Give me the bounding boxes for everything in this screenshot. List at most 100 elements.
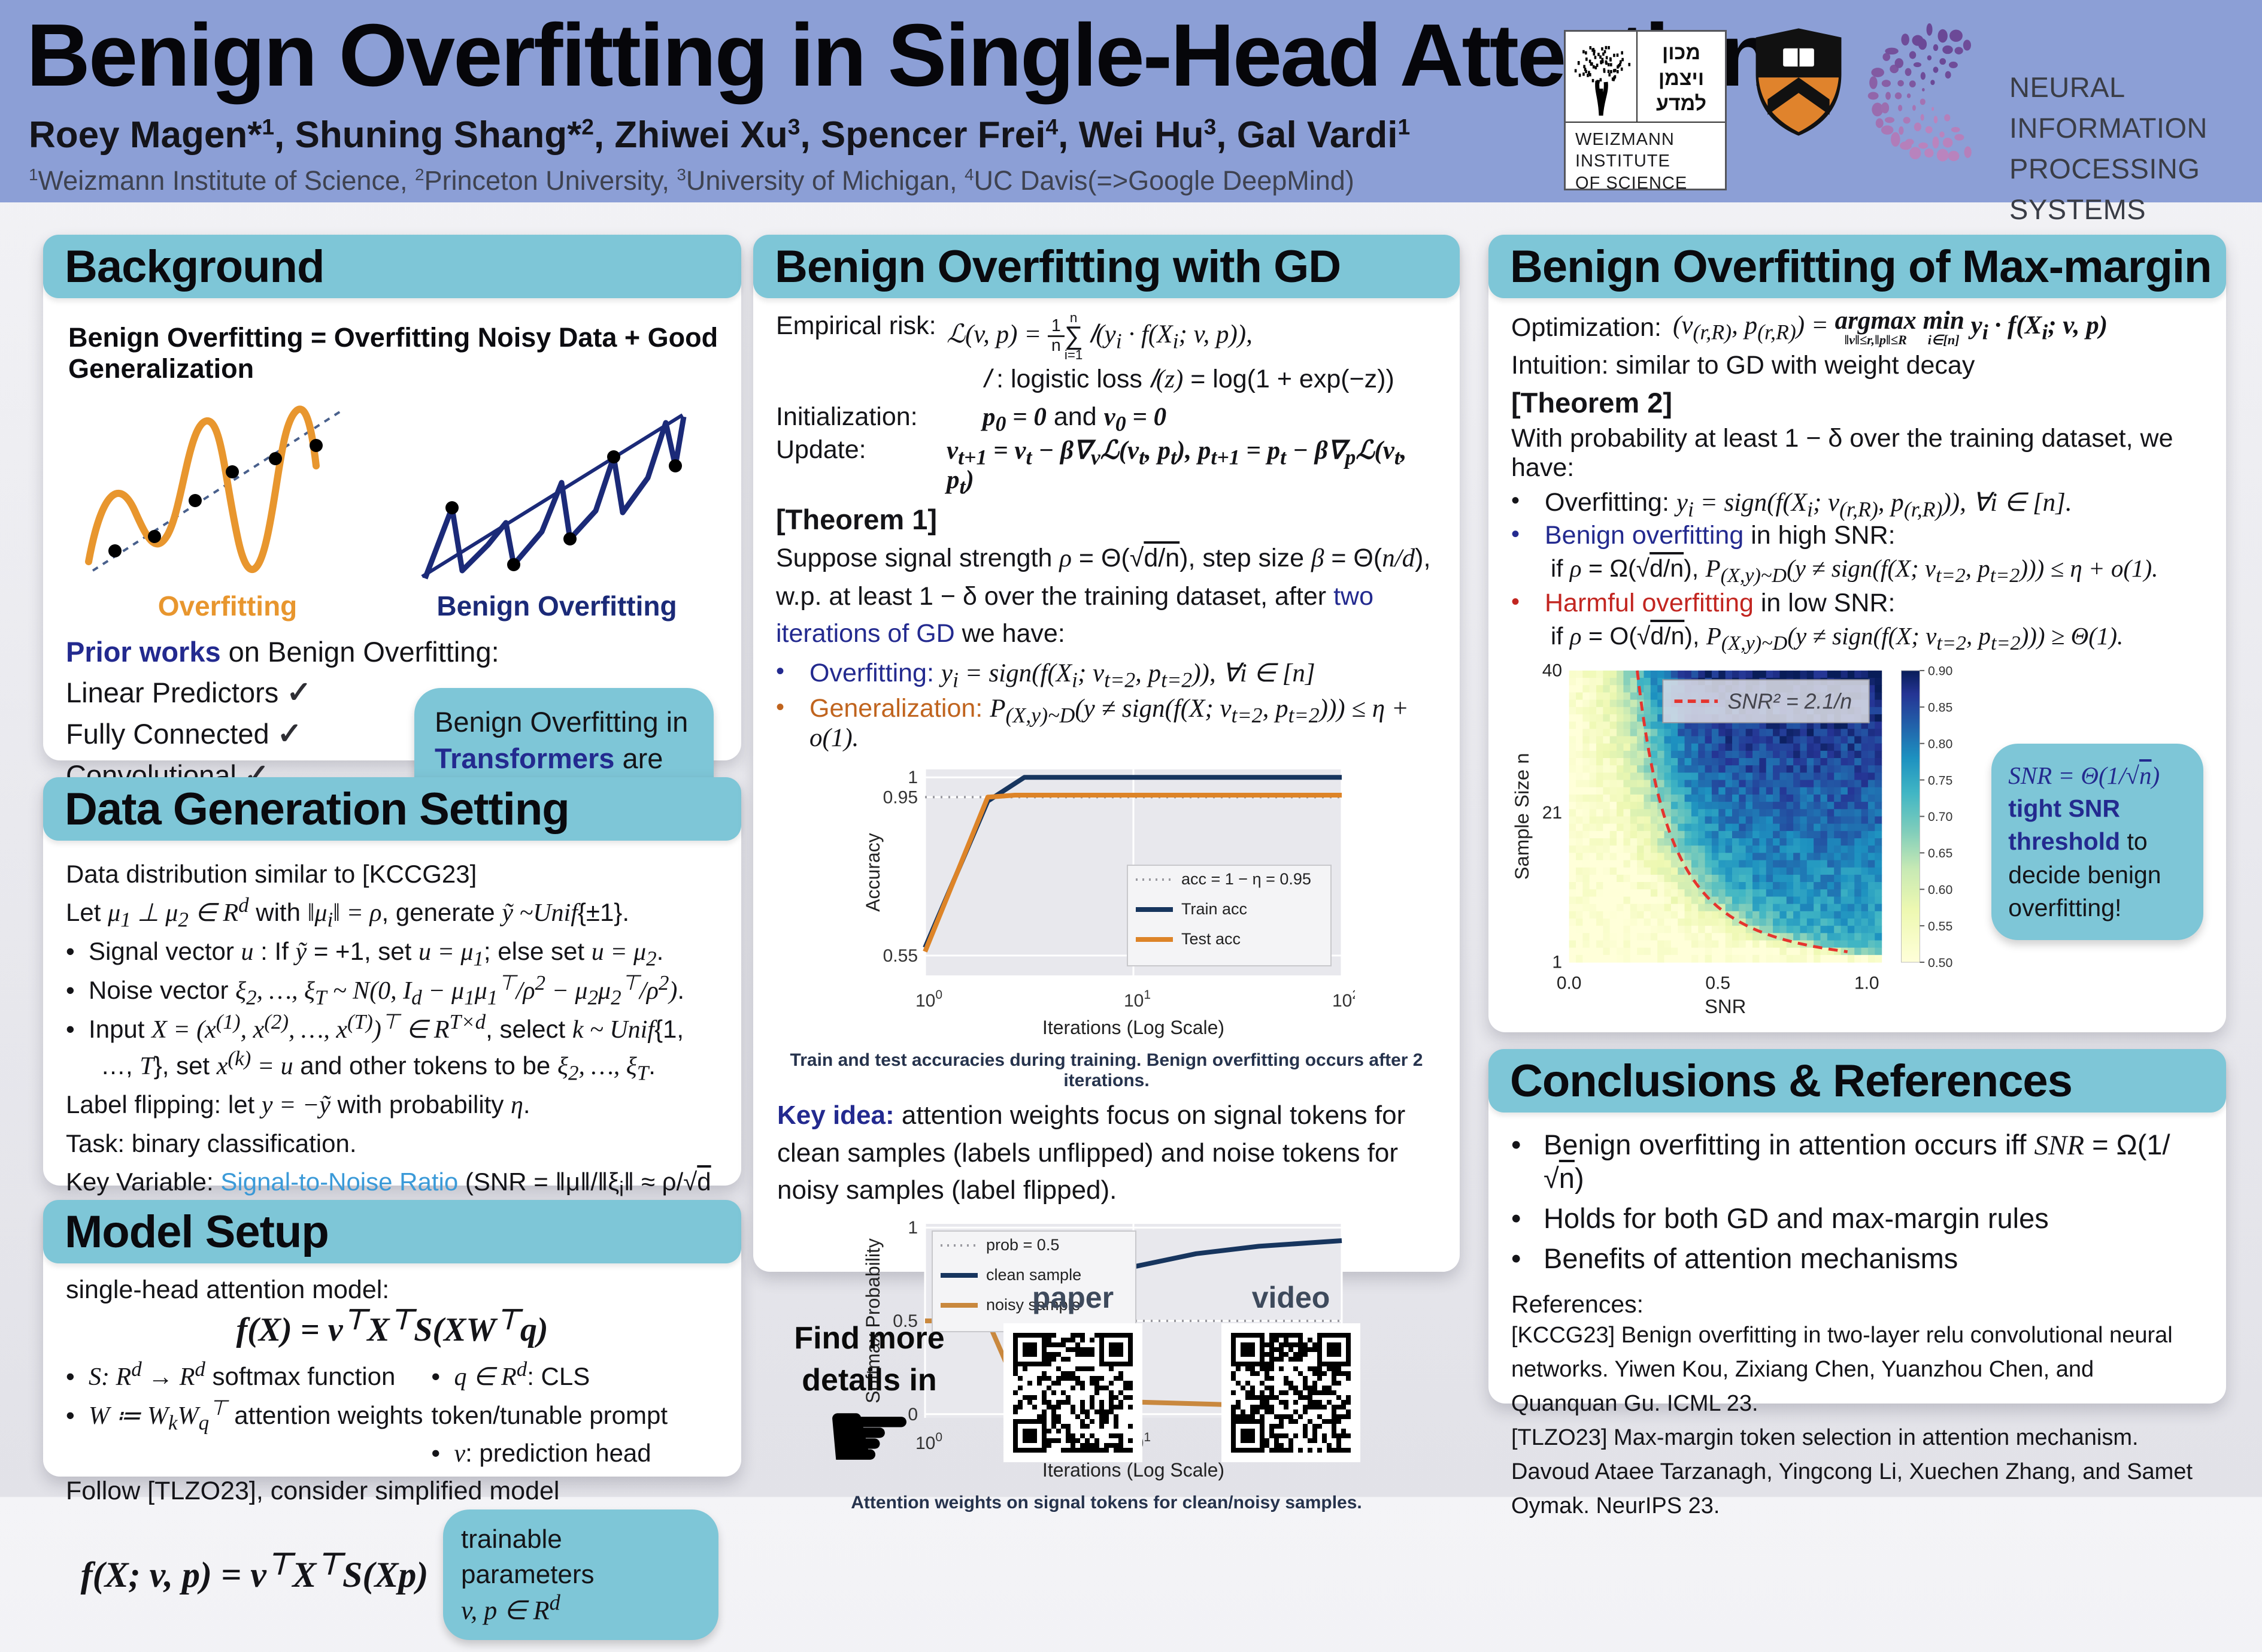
svg-text:0.50: 0.50: [1928, 956, 1952, 970]
svg-text:0.5: 0.5: [893, 1311, 918, 1331]
snr-sample-size-heatmap: SNR² = 2.1/n 0.0 0.5 1.0 1 21 40 SNR Sample Size…: [1511, 661, 1952, 1018]
reference-kccg23: [KCCG23] Benign overfitting in two-layer…: [1511, 1323, 2173, 1416]
optimization-label: Optimization:: [1511, 313, 1661, 342]
max-margin-header: Benign Overfitting of Max-margin: [1488, 235, 2226, 298]
svg-text:0.70: 0.70: [1928, 810, 1952, 824]
svg-text:SNR² = 2.1/n: SNR² = 2.1/n: [1728, 690, 1852, 714]
data-gen-line: Label flipping: let y = −ỹ with probabil…: [66, 1090, 530, 1120]
softmax-bullet: • S: Rd → Rd softmax function: [66, 1357, 396, 1391]
max-margin-card: Benign Overfitting of Max-margin Optimiz…: [1488, 235, 2226, 1032]
key-idea: Key idea: attention weights focus on sig…: [777, 1101, 1406, 1205]
svg-text:1: 1: [1552, 953, 1562, 972]
data-generation-card: Data Generation Setting Data distributio…: [43, 777, 741, 1307]
svg-text:1: 1: [908, 1218, 918, 1238]
weizmann-name: WEIZMANN INSTITUTE OF SCIENCE: [1575, 130, 1688, 193]
benign-overfitting-label: Benign Overfitting: [436, 590, 677, 622]
optimization-formula: (v(r,R), p(r,R)) = argmax ‖v‖≤r,‖p‖≤R min…: [1673, 307, 2108, 347]
theorem1-overfitting-bullet: Overfitting: yi = sign(f(Xi; vt=2, pt=2)…: [809, 659, 1315, 692]
paper-qr-code: [1003, 1323, 1142, 1462]
theorem1-generalization-bullet: Generalization: P(X,y)~D(y ≠ sign(f(X; v…: [809, 694, 1409, 753]
video-qr-label: video: [1251, 1281, 1330, 1314]
svg-text:0.90: 0.90: [1928, 664, 1952, 678]
weizmann-tree-icon: [1574, 32, 1638, 122]
harmful-condition: if ρ = O(√d/n), P(X,y)~D(y ≠ sign(f(X; v…: [1551, 622, 2124, 655]
data-gen-line: Data distribution similar to [KCCG23]: [66, 860, 477, 888]
references-label: References:: [1511, 1290, 1644, 1318]
model-setup-header: Model Setup: [43, 1200, 741, 1263]
gd-card: Benign Overfitting with GD Empirical ris…: [753, 235, 1460, 1512]
cls-token-bullet: • q ∈ Rd: CLS token/tunable prompt: [431, 1357, 668, 1429]
data-gen-line: Key Variable: Signal-to-Noise Ratio (SNR…: [66, 1168, 711, 1232]
theorem1-heading: [Theorem 1]: [776, 504, 937, 536]
theorem2-overfitting-bullet: Overfitting: yi = sign(f(Xi; v(r,R), p(r…: [1545, 488, 2072, 522]
paper-qr-block: paper: [1003, 1280, 1142, 1465]
data-gen-line: • Noise vector ξ2, …, ξT ~ N(0, Id − μ1μ…: [66, 971, 685, 1010]
overfitting-label: Overfitting: [157, 590, 298, 622]
weizmann-hebrew: מכון ויצמן למדע: [1655, 41, 1707, 115]
svg-text:prob = 0.5: prob = 0.5: [986, 1236, 1059, 1254]
empirical-risk-label: Empirical risk:: [776, 311, 936, 340]
theorem2-benign-bullet: Benign overfitting in high SNR:: [1545, 521, 1896, 550]
svg-text:SNR: SNR: [1705, 995, 1746, 1017]
conclusion-snr: Benign overfitting in attention occurs i…: [1544, 1129, 2170, 1194]
attention-weights-bullet: • W ≔ WkWq⊤ attention weights: [66, 1396, 423, 1435]
neurips-wordmark: NEURAL INFORMATION PROCESSING SYSTEMS: [2009, 71, 2208, 226]
snr-threshold-bubble: SNR = Θ(1/√n) tight SNR threshold to deci…: [1991, 743, 2203, 941]
intuition-line: Intuition: similar to GD with weight dec…: [1511, 351, 1975, 380]
svg-text:Train acc: Train acc: [1181, 900, 1247, 918]
svg-text:Accuracy: Accuracy: [862, 833, 884, 913]
data-gen-line: Let μ1 ⊥ μ2 ∈ Rd with ‖μi‖ = ρ, generate…: [66, 893, 630, 932]
theorem2-heading: [Theorem 2]: [1511, 387, 1672, 419]
train-test-accuracy-chart: 100 101 102 0.55 0.951 Iterations (Log Scale)…: [862, 768, 1359, 1039]
svg-text:clean sample: clean sample: [986, 1266, 1081, 1284]
svg-text:100: 100: [915, 988, 942, 1011]
check-icon: ✓: [286, 675, 312, 709]
svg-text:acc = 1 − η = 0.95: acc = 1 − η = 0.95: [1181, 870, 1311, 888]
theorem1-intro: Suppose signal strength ρ = Θ(√d/n), ste…: [776, 544, 1431, 648]
logistic-loss-formula: 𝑙 : logistic loss 𝑙(z) = log(1 + exp(−z)…: [983, 365, 1394, 394]
conclusion-rules: Holds for both GD and max-margin rules: [1544, 1202, 2049, 1234]
svg-text:0.5: 0.5: [1705, 974, 1730, 993]
svg-text:Sample Size n: Sample Size n: [1511, 753, 1533, 880]
data-gen-line: • Input X = (x(1), x(2), …, x(T))⊤ ∈ RT×…: [66, 1010, 684, 1085]
weizmann-logo: מכון ויצמן למדע WEIZMANN INSTITUTE OF SC…: [1564, 30, 1727, 193]
data-gen-line: Task: binary classification.: [66, 1129, 357, 1158]
video-qr-block: video: [1221, 1280, 1360, 1465]
svg-text:0.55: 0.55: [883, 946, 918, 966]
trainable-parameters-bubble: trainable parameters v, p ∈ Rd: [443, 1509, 718, 1641]
svg-text:0.0: 0.0: [1557, 974, 1582, 993]
paper-qr-label: paper: [1032, 1281, 1114, 1314]
pointing-hand-icon: ☛: [823, 1380, 915, 1493]
theorem2-harmful-bullet: Harmful overfitting in low SNR:: [1545, 589, 1896, 618]
svg-text:0: 0: [908, 1405, 918, 1424]
check-icon: ✓: [277, 716, 302, 750]
svg-text:102: 102: [1332, 988, 1355, 1011]
benign-condition: if ρ = Ω(√d/n), P(X,y)~D(y ≠ sign(f(X; v…: [1551, 554, 2158, 587]
svg-text:0.85: 0.85: [1928, 701, 1952, 715]
update-label: Update:: [776, 435, 866, 465]
update-formula: vt+1 = vt − β∇vℒ(vt, pt), pt+1 = pt − β∇…: [947, 437, 1407, 499]
svg-text:101: 101: [1124, 988, 1151, 1011]
initialization-formula: p0 = 0 and v0 = 0: [983, 402, 1167, 436]
svg-text:1.0: 1.0: [1854, 974, 1879, 993]
background-header: Background: [43, 235, 741, 298]
princeton-shield-icon: [1755, 28, 1842, 136]
prior-work-fully-connected: Fully Connected ✓: [66, 716, 302, 750]
gd-header: Benign Overfitting with GD: [753, 235, 1460, 298]
simplified-model-formula: f(X; v, p) = v⊤X⊤S(Xp): [80, 1547, 429, 1595]
benign-overfitting-definition: Benign Overfitting = Overfitting Noisy D…: [68, 322, 718, 384]
svg-text:0.95: 0.95: [883, 788, 918, 808]
theorem2-intro: With probability at least 1 − δ over the…: [1511, 424, 2173, 483]
overfitting-sketch: [85, 405, 345, 573]
data-gen-line: • Signal vector u : If ỹ = +1, set u = μ…: [66, 937, 664, 971]
affiliations: 1Weizmann Institute of Science, 2Princet…: [29, 165, 1354, 196]
svg-text:noisy sample: noisy sample: [986, 1296, 1081, 1314]
empirical-risk-formula: ℒ(v, p) = 1 n n ∑ i=1 𝑙(yi · f(Xi; v, p)),: [947, 310, 1253, 363]
poster-title: Benign Overfitting in Single-Head Attent…: [26, 6, 1774, 105]
svg-text:0.80: 0.80: [1928, 736, 1952, 751]
find-more-text: Find more details in: [794, 1321, 945, 1398]
svg-text:0.60: 0.60: [1928, 883, 1952, 897]
data-generation-header: Data Generation Setting: [43, 777, 741, 841]
conclusion-benefits: Benefits of attention mechanisms: [1544, 1242, 1958, 1274]
attention-model-formula: f(X) = v⊤X⊤S(XW⊤q): [236, 1304, 548, 1348]
